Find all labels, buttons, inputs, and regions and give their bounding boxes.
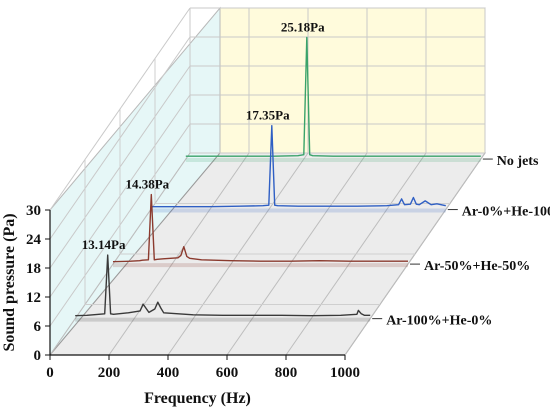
series-line <box>112 193 408 263</box>
peak-value-label: 17.35Pa <box>246 108 290 123</box>
series-name-label: No jets <box>497 154 539 169</box>
y-tick-label: 6 <box>34 319 42 335</box>
series-layer: 25.18Pa No jets 17.35Pa Ar-0%+He-100% 14.38P… <box>75 19 550 329</box>
x-tick-label: 800 <box>275 365 298 381</box>
x-tick-label: 600 <box>216 365 239 381</box>
x-axis-title: Frequency (Hz) <box>144 390 251 407</box>
series-line <box>75 254 371 317</box>
back-wall <box>219 7 486 154</box>
y-tick-label: 0 <box>34 348 42 364</box>
y-axis-title: Sound pressure (Pa) <box>1 213 18 351</box>
y-tick-label: 30 <box>26 203 41 219</box>
peak-value-label: 14.38Pa <box>125 177 169 192</box>
y-tick-label: 18 <box>26 261 41 277</box>
series-line <box>150 124 446 208</box>
x-tick-label: 400 <box>157 365 180 381</box>
grid-lines <box>49 7 486 356</box>
series-name-label: Ar-0%+He-100% <box>462 205 550 220</box>
peak-value-label: 25.18Pa <box>281 19 325 34</box>
x-tick-label: 200 <box>98 365 121 381</box>
x-tick-label: 0 <box>46 365 54 381</box>
y-tick-label: 12 <box>26 290 41 306</box>
series-name-label: Ar-50%+He-50% <box>424 259 530 274</box>
y-tick-label: 24 <box>26 232 42 248</box>
series-name-label: Ar-100%+He-0% <box>386 314 492 329</box>
axes: 0 200 400 600 800 1000 0 6 12 18 24 30 Frequency (Hz… <box>1 203 360 407</box>
x-tick-label: 1000 <box>330 365 360 381</box>
series-line <box>185 36 481 157</box>
peak-value-label: 13.14Pa <box>82 237 126 252</box>
